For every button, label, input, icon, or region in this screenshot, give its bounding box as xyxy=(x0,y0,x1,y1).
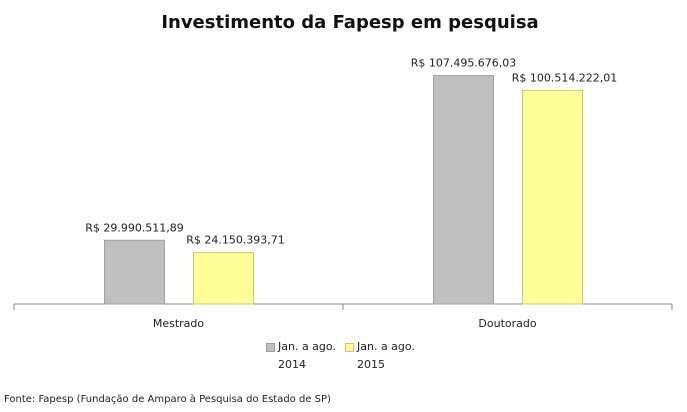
x-tick-label: Doutorado xyxy=(478,317,536,330)
bar xyxy=(433,75,494,305)
x-tick-label: Mestrado xyxy=(153,317,205,330)
value-label: R$ 107.495.676,03 xyxy=(411,57,517,70)
legend-label: Jan. a ago. 2014 xyxy=(278,340,336,371)
legend-swatch xyxy=(345,343,354,352)
legend-label: Jan. a ago. 2015 xyxy=(357,340,415,371)
bar xyxy=(522,89,583,305)
source-note: Fonte: Fapesp (Fundação de Amparo à Pesq… xyxy=(4,394,331,405)
legend-item: Jan. a ago. 2015 xyxy=(345,340,425,374)
bar xyxy=(193,252,254,305)
bar xyxy=(104,239,165,305)
value-label: R$ 29.990.511,89 xyxy=(85,221,184,234)
value-label: R$ 24.150.393,71 xyxy=(186,234,285,247)
legend-swatch xyxy=(266,343,275,352)
chart-title: Investimento da Fapesp em pesquisa xyxy=(161,12,538,33)
value-label: R$ 100.514.222,01 xyxy=(512,71,618,84)
legend-item: Jan. a ago. 2014 xyxy=(266,340,346,374)
